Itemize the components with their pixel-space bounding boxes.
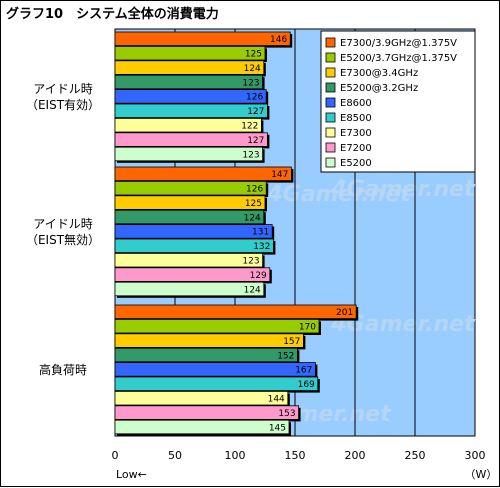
legend-label: E5200/3.7GHz@1.375V <box>340 53 457 64</box>
legend-label: E8600 <box>340 98 372 109</box>
bar-value-label: 132 <box>253 242 270 252</box>
bar <box>114 195 266 210</box>
legend-swatch <box>325 37 336 48</box>
bar <box>114 74 264 90</box>
chart-title: グラフ10 システム全体の消費電力 <box>6 6 219 22</box>
bar <box>114 166 292 182</box>
bar <box>114 224 273 239</box>
bar <box>114 209 265 225</box>
bar <box>114 238 274 254</box>
bar-value-label: 157 <box>283 337 300 347</box>
bar <box>114 132 268 147</box>
bar-value-label: 170 <box>299 323 316 333</box>
bar-value-label: 144 <box>268 395 285 405</box>
bar-value-label: 147 <box>271 170 288 180</box>
bar-value-label: 169 <box>298 380 315 390</box>
bar-value-label: 123 <box>242 78 259 88</box>
bar-value-label: 124 <box>244 285 261 295</box>
bar-value-label: 153 <box>278 409 295 419</box>
bar <box>114 304 357 320</box>
bar-value-label: 124 <box>244 213 261 223</box>
bar <box>114 89 267 104</box>
legend-swatch <box>325 82 336 93</box>
x-tick-label: 100 <box>225 449 246 462</box>
bar-value-label: 127 <box>247 136 264 146</box>
bar-value-label: 131 <box>252 228 269 238</box>
bar <box>114 347 298 363</box>
x-tick-label: 150 <box>285 449 306 462</box>
x-tick-label: 50 <box>168 449 182 462</box>
legend-swatch <box>325 112 336 123</box>
bar-value-label: 146 <box>270 35 287 45</box>
x-tick-label: 0 <box>112 449 119 462</box>
legend-swatch <box>325 97 336 108</box>
bar <box>114 419 290 435</box>
bar <box>114 146 264 162</box>
category-label: （EIST無効） <box>26 232 100 247</box>
x-tick-label: 300 <box>465 449 486 462</box>
bar-value-label: 129 <box>250 271 267 281</box>
legend-label: E7300/3.9GHz@1.375V <box>340 38 457 49</box>
bar <box>114 390 289 406</box>
legend-swatch <box>325 52 336 63</box>
bar <box>114 267 271 282</box>
legend-swatch <box>325 157 336 168</box>
bar-value-label: 123 <box>242 257 259 267</box>
bar <box>114 103 268 119</box>
bar-value-label: 122 <box>241 122 258 132</box>
bar-value-label: 125 <box>245 50 262 60</box>
watermark-text: 4Gamer.net <box>330 177 476 202</box>
x-tick-label: 200 <box>345 449 366 462</box>
x-axis-low-label: Low← <box>116 468 147 481</box>
bar-value-label: 201 <box>336 308 353 318</box>
bar-value-label: 145 <box>269 423 286 433</box>
legend-swatch <box>325 67 336 78</box>
bar-value-label: 167 <box>295 366 312 376</box>
bar <box>114 180 267 196</box>
bar <box>114 405 300 420</box>
bar <box>114 376 319 392</box>
bar <box>114 333 304 348</box>
category-label: （EIST有効） <box>26 97 100 112</box>
bar <box>114 281 265 297</box>
legend-swatch <box>325 142 336 153</box>
category-label: アイドル時 <box>33 82 92 96</box>
legend-label: E5200@3.2GHz <box>340 83 418 94</box>
category-label: アイドル時 <box>33 217 92 231</box>
bar-value-label: 124 <box>244 64 261 74</box>
legend-label: E7200 <box>340 143 372 154</box>
legend-label: E8500 <box>340 113 372 124</box>
legend-swatch <box>325 127 336 138</box>
bar-value-label: 152 <box>277 351 294 361</box>
legend-label: E5200 <box>340 158 372 169</box>
bar-value-label: 123 <box>242 150 259 160</box>
watermark-text: 4Gamer.net <box>266 182 412 207</box>
bar <box>114 46 266 61</box>
x-axis-unit-label: （W） <box>465 468 498 481</box>
bar <box>114 118 262 133</box>
bar <box>114 362 316 377</box>
legend-label: E7300 <box>340 128 372 139</box>
bar <box>114 252 264 268</box>
legend-label: E7300@3.4GHz <box>340 68 418 79</box>
bar <box>114 318 320 334</box>
category-label: 高負荷時 <box>39 362 87 377</box>
bar-value-label: 125 <box>245 199 262 209</box>
bar-value-label: 126 <box>246 185 263 195</box>
x-tick-label: 250 <box>405 449 426 462</box>
bar <box>114 31 291 47</box>
bar-value-label: 126 <box>246 93 263 103</box>
bar-value-label: 127 <box>247 107 264 117</box>
legend-box <box>320 30 476 173</box>
bar <box>114 60 265 75</box>
